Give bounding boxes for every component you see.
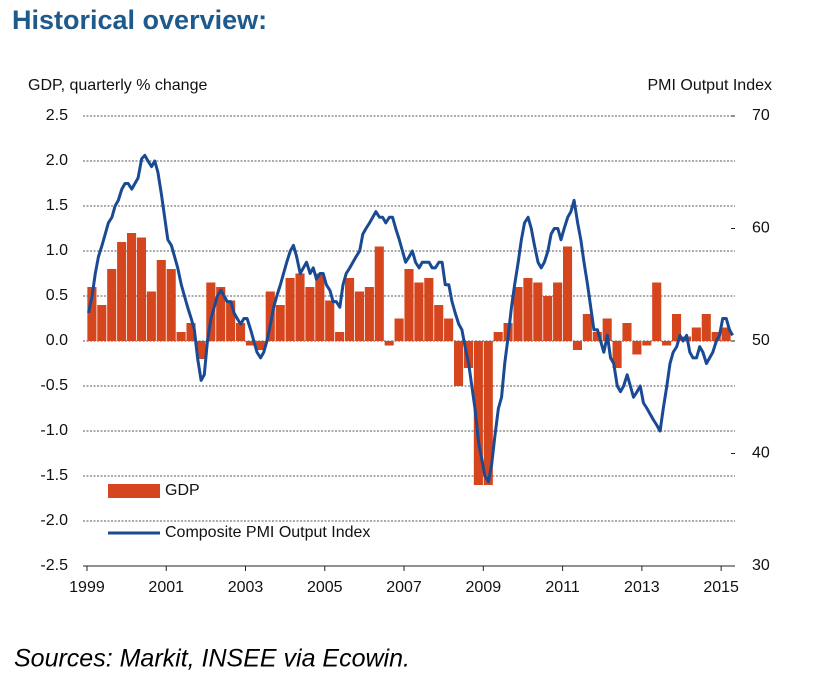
gdp-bar <box>572 341 583 350</box>
gdp-bar <box>364 287 374 341</box>
gdp-bar <box>671 314 682 341</box>
gdp-bar <box>414 282 424 341</box>
gdp-bar <box>285 278 295 341</box>
x-tick-label: 2011 <box>545 579 580 596</box>
gdp-bar <box>711 332 721 341</box>
legend-swatch <box>108 484 160 498</box>
x-tick-label: 2001 <box>148 579 184 596</box>
gdp-bar <box>206 282 216 341</box>
y-tick-label: 1.5 <box>46 197 68 214</box>
gdp-bar <box>533 282 543 341</box>
gdp-bar <box>245 341 256 346</box>
gdp-bar <box>384 341 394 346</box>
gdp-bar <box>483 341 493 485</box>
gdp-bar <box>493 332 503 341</box>
y2-tick-label: 60 <box>752 220 770 237</box>
gdp-bar <box>354 291 365 341</box>
x-tick-label: 2009 <box>466 579 502 596</box>
x-tick-label: 1999 <box>69 579 105 596</box>
x-tick-label: 2013 <box>624 579 660 596</box>
gdp-bar <box>275 305 285 341</box>
gdp-bar <box>543 296 553 341</box>
gdp-bar <box>117 242 127 341</box>
y-tick-label: -2.5 <box>40 557 68 574</box>
y-tick-label: -2.0 <box>40 512 68 529</box>
gdp-bar <box>255 341 265 350</box>
y-tick-label: 0.0 <box>46 332 68 349</box>
gdp-bar <box>126 233 137 341</box>
gdp-bar <box>424 278 434 341</box>
gdp-bar <box>226 300 236 341</box>
gdp-bar <box>513 287 523 341</box>
y-axis-label: GDP, quarterly % change <box>28 77 207 94</box>
gdp-bar <box>453 341 464 386</box>
gdp-bar <box>344 278 355 341</box>
gdp-bar <box>721 327 731 341</box>
y2-tick-label: 40 <box>752 445 770 462</box>
y2-axis-label: PMI Output Index <box>647 77 772 94</box>
gdp-bar <box>315 273 325 341</box>
gdp-bar <box>166 269 176 341</box>
gdp-bar <box>216 287 226 341</box>
gdp-bar <box>473 341 483 485</box>
gdp-bar <box>444 318 454 341</box>
gdp-bar <box>523 278 533 341</box>
y-tick-label: 0.5 <box>46 287 68 304</box>
gdp-bar <box>652 282 662 341</box>
x-tick-label: 2005 <box>307 579 343 596</box>
gdp-bar <box>622 323 632 341</box>
legend-label: Composite PMI Output Index <box>165 524 370 541</box>
y-tick-label: -1.5 <box>40 467 68 484</box>
gdp-bar <box>602 318 612 341</box>
gdp-bar <box>463 341 474 368</box>
plot-area: 2.5 2.0 1.5 1.0 0.5 0.0 -0.5 -1.0 -1.5 -2.0 -2.5 30… <box>40 107 769 596</box>
x-tick-label: 2003 <box>228 579 264 596</box>
gdp-bar <box>582 314 592 341</box>
gdp-bar <box>404 269 414 341</box>
y-tick-label: -1.0 <box>40 422 68 439</box>
y2-tick-label: 50 <box>752 332 770 349</box>
gdp-bar <box>592 332 602 341</box>
gdp-bar <box>176 332 186 341</box>
gdp-bar <box>235 323 246 341</box>
gdp-bar <box>434 305 444 341</box>
y-tick-label: 1.0 <box>46 242 68 259</box>
gdp-bar <box>265 291 275 341</box>
x-tick-label: 2007 <box>386 579 422 596</box>
legend-label: GDP <box>165 482 200 499</box>
gdp-bar <box>335 332 345 341</box>
y-tick-label: 2.0 <box>46 152 68 169</box>
gdp-bar <box>325 300 335 341</box>
y-tick-label: -0.5 <box>40 377 68 394</box>
gdp-bar <box>136 237 147 341</box>
gdp-bar <box>632 341 642 355</box>
y-tick-label: 2.5 <box>46 107 68 124</box>
gdp-bar <box>691 327 701 341</box>
y2-tick-label: 30 <box>752 557 770 574</box>
y2-tick-label: 70 <box>752 107 770 124</box>
chart-title: Historical overview: <box>12 5 267 35</box>
gdp-bar <box>156 260 166 341</box>
gdp-bar <box>374 246 384 341</box>
gdp-bar <box>562 246 573 341</box>
x-tick-label: 2015 <box>703 579 739 596</box>
gdp-bar <box>553 282 563 341</box>
gdp-bar <box>295 273 305 341</box>
source-note: Sources: Markit, INSEE via Ecowin. <box>14 645 410 673</box>
gdp-bar <box>701 314 711 341</box>
gdp-bar <box>394 318 404 341</box>
gdp-bar <box>146 291 156 341</box>
gdp-bar <box>186 323 196 341</box>
gdp-bar <box>662 341 672 346</box>
gdp-bar <box>642 341 652 346</box>
pmi-line <box>87 153 734 484</box>
gdp-bar <box>87 287 97 341</box>
gdp-bar <box>196 341 206 359</box>
gdp-bar <box>107 269 117 341</box>
gdp-bar <box>97 305 107 341</box>
gdp-bar <box>612 341 622 368</box>
gdp-bar <box>305 287 315 341</box>
